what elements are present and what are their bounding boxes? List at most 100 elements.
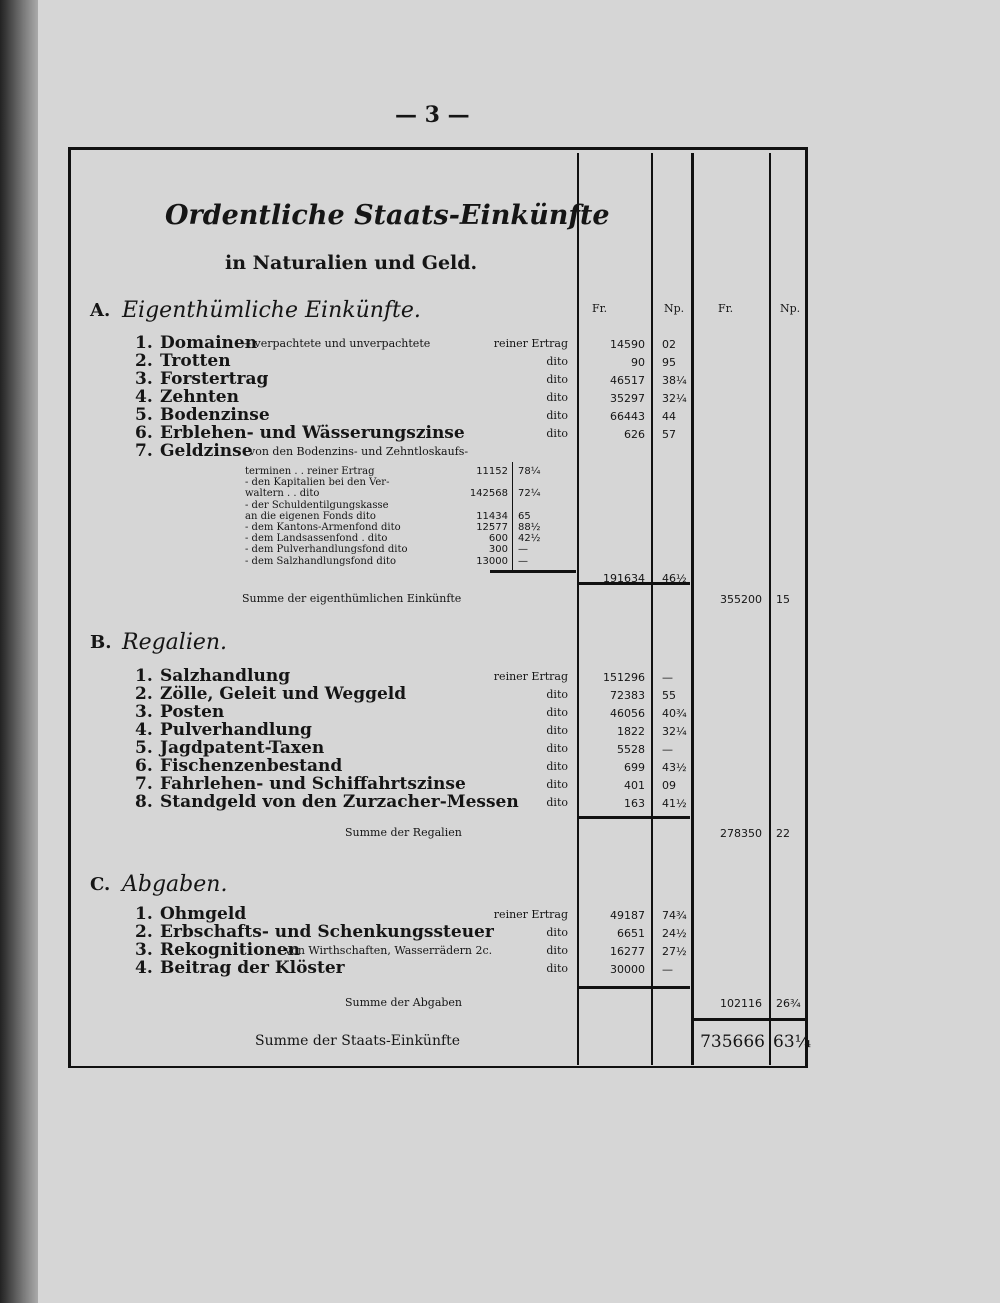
item-amount-np: 95	[662, 356, 676, 369]
section-sum-label: Summe der eigenthümlichen Einkünfte	[242, 592, 462, 605]
page	[38, 0, 1000, 1303]
grand-total-label: Summe der Staats-Einkünfte	[255, 1033, 461, 1049]
item-name: Ohmgeld	[160, 904, 247, 924]
item-number: 5.	[135, 738, 153, 758]
item-amount-fr: 46056	[610, 707, 645, 720]
item-kind: dito	[546, 796, 568, 809]
item-kind: dito	[546, 926, 568, 939]
item-number: 1.	[135, 333, 153, 353]
item-name: Salzhandlung	[160, 666, 291, 686]
item-number: 2.	[135, 351, 153, 371]
item-number: 6.	[135, 756, 153, 776]
book-spine	[0, 0, 38, 1303]
item-kind: dito	[546, 391, 568, 404]
section-sum-label: Summe der Abgaben	[345, 996, 463, 1009]
grand-total-np: 63¼	[773, 1032, 812, 1052]
item-number: 4.	[135, 720, 153, 740]
item-number: 1.	[135, 904, 153, 924]
header-np-total: Np.	[780, 302, 801, 315]
item-number: 1.	[135, 666, 153, 686]
section-sum-label: Summe der Regalien	[345, 826, 462, 839]
item-amount-fr: 6651	[617, 927, 645, 940]
item-name: Geldzinse	[160, 441, 253, 461]
header-fr: Fr.	[592, 302, 608, 315]
item-amount-fr: 72383	[610, 689, 645, 702]
item-number: 2.	[135, 684, 153, 704]
sum-rule	[578, 986, 651, 989]
item-amount-fr: 46517	[610, 374, 645, 387]
item-amount-fr: 163	[624, 797, 645, 810]
item-amount-fr: 49187	[610, 909, 645, 922]
header-np: Np.	[664, 302, 685, 315]
item-kind: dito	[546, 409, 568, 422]
item-kind: dito	[546, 944, 568, 957]
geldzinse-np: —	[518, 544, 528, 556]
item-amount-fr: 401	[624, 779, 645, 792]
item-name: Fahrlehen- und Schiffahrtszinse	[160, 774, 466, 794]
item-kind: dito	[546, 706, 568, 719]
item-amount-fr: 66443	[610, 410, 645, 423]
item-name: Rekognitionen	[160, 940, 300, 960]
item-number: 8.	[135, 792, 153, 812]
item-number: 3.	[135, 369, 153, 389]
geldzinse-line: - dem Pulverhandlungsfond dito	[245, 544, 408, 556]
section-letter: C.	[90, 874, 111, 895]
table-frame	[68, 147, 808, 1068]
page-number: — 3 —	[395, 102, 470, 128]
item-amount-fr: 626	[624, 428, 645, 441]
geldzinse-rule	[490, 570, 576, 573]
item-amount-fr: 30000	[610, 963, 645, 976]
geldzinse-line: terminen . . reiner Ertrag	[245, 466, 375, 477]
item-amount-np: 40¾	[662, 707, 687, 720]
item-name: Posten	[160, 702, 225, 722]
geldzinse-fr: 11434	[476, 510, 508, 522]
geldzinse-np: 88½	[518, 522, 541, 533]
sum-rule	[578, 816, 651, 819]
item-name: Zehnten	[160, 387, 239, 407]
item-kind: dito	[546, 373, 568, 386]
item-amount-fr: 90	[631, 356, 645, 369]
item-number: 3.	[135, 702, 153, 722]
section-heading: Eigenthümliche Einkünfte.	[122, 298, 421, 323]
geldzinse-fr: 300	[488, 544, 508, 556]
section-sum-np: 26¾	[776, 997, 801, 1010]
item-number: 4.	[135, 958, 153, 978]
item-amount-np: —	[662, 671, 673, 684]
section-heading: Regalien.	[122, 630, 228, 655]
item-name: Pulverhandlung	[160, 720, 312, 740]
item-amount-np: 41½	[662, 797, 687, 810]
geldzinse-line: - den Kapitalien bei den Ver-	[245, 477, 390, 489]
geldzinse-fr: 11152	[476, 466, 508, 477]
item-amount-np: 38¼	[662, 374, 687, 387]
page-title: Ordentliche Staats-Einkünfte	[165, 200, 610, 231]
column-divider	[577, 153, 579, 1065]
geldzinse-line: - dem Kantons-Armenfond dito	[245, 522, 401, 533]
item-number: 2.	[135, 922, 153, 942]
item-kind: reiner Ertrag	[493, 908, 568, 921]
geldzinse-np: 42½	[518, 533, 541, 545]
item-name: Erbschafts- und Schenkungssteuer	[160, 922, 494, 942]
item-amount-np: 74¾	[662, 909, 687, 922]
section-sum-np: 15	[776, 593, 790, 606]
column-divider	[691, 153, 694, 1065]
section-letter: B.	[90, 632, 112, 653]
total-rule	[692, 1018, 770, 1021]
section-letter: A.	[90, 300, 111, 321]
item-number: 6.	[135, 423, 153, 443]
page-subtitle: in Naturalien und Geld.	[225, 252, 478, 274]
geldzinse-line: - der Schuldentilgungskasse	[245, 499, 389, 511]
item-kind: dito	[546, 742, 568, 755]
item-kind: dito	[546, 778, 568, 791]
item-amount-np: 57	[662, 428, 676, 441]
geldzinse-fr: 142568	[469, 488, 508, 500]
geldzinse-line: - dem Salzhandlungsfond dito	[245, 555, 397, 567]
item-number: 7.	[135, 441, 153, 461]
item-amount-fr: 16277	[610, 945, 645, 958]
geldzinse-fr: 13000	[476, 555, 508, 567]
item-note: von Wirthschaften, Wasserrädern 2c.	[285, 944, 493, 957]
column-divider	[651, 153, 653, 1065]
geldzinse-total-fr: 191634	[603, 572, 645, 585]
item-amount-np: 09	[662, 779, 676, 792]
item-amount-fr: 699	[624, 761, 645, 774]
item-amount-np: 44	[662, 410, 676, 423]
